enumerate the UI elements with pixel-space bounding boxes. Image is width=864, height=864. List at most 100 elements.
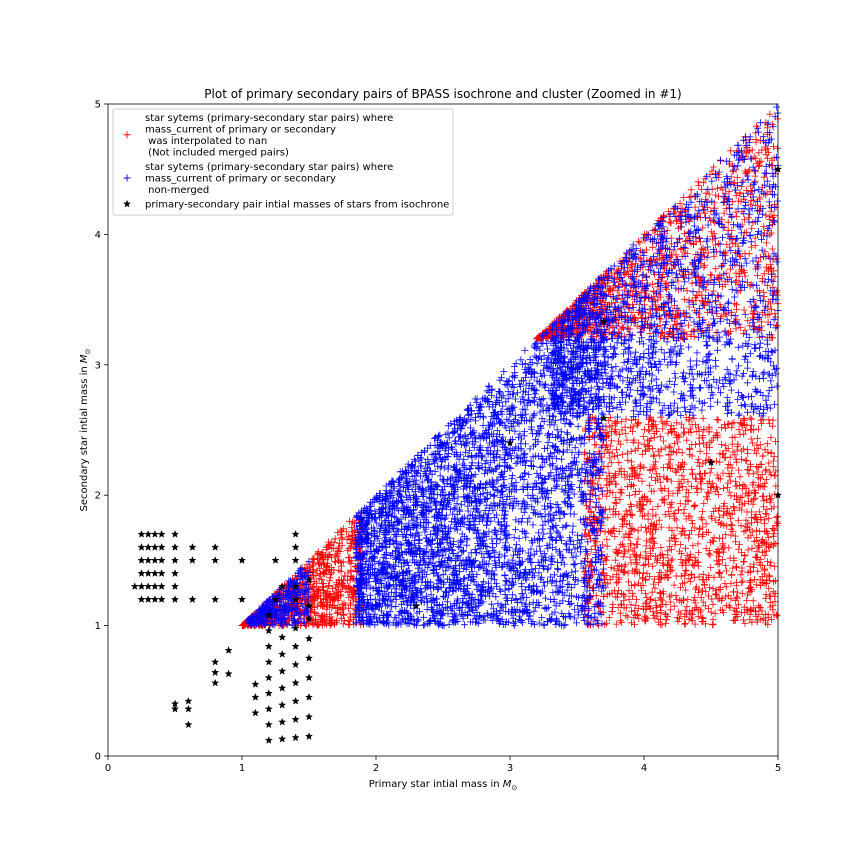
data-point (320, 569, 328, 577)
data-point (316, 554, 324, 562)
data-point (333, 609, 341, 617)
data-point (333, 581, 341, 589)
data-point (332, 551, 340, 559)
data-point (715, 240, 723, 248)
data-point (730, 317, 738, 325)
data-point (725, 188, 733, 196)
data-point (756, 254, 764, 261)
data-point (337, 591, 344, 599)
data-point (721, 198, 728, 206)
data-point (324, 593, 332, 601)
data-point (346, 617, 354, 625)
data-point (318, 612, 325, 620)
data-point (741, 216, 748, 224)
data-point (337, 526, 345, 534)
chart-title: Plot of primary secondary pairs of BPASS… (204, 87, 681, 101)
data-point (667, 218, 674, 226)
data-point (330, 590, 338, 598)
data-point (699, 224, 707, 232)
data-point (341, 572, 349, 580)
data-point (766, 310, 774, 318)
data-point (732, 325, 740, 333)
data-point (332, 594, 340, 602)
data-point (326, 574, 334, 582)
data-point (735, 281, 743, 289)
data-point (603, 268, 610, 276)
data-point (710, 229, 718, 237)
data-point (721, 250, 729, 258)
data-point (721, 311, 729, 319)
data-point (331, 535, 339, 543)
data-point (746, 282, 754, 290)
data-point (347, 573, 355, 581)
data-point (707, 228, 715, 236)
data-point (304, 565, 311, 572)
data-point (240, 621, 248, 629)
data-point (346, 576, 354, 584)
data-point (717, 184, 725, 192)
data-point (760, 173, 768, 181)
data-point (768, 229, 776, 237)
data-point (310, 556, 318, 564)
data-point (335, 543, 343, 551)
data-point (319, 613, 326, 621)
data-point (688, 279, 696, 287)
data-point (770, 143, 777, 150)
data-point (328, 604, 336, 611)
data-point (760, 270, 768, 278)
data-point (329, 596, 337, 604)
data-point (755, 149, 763, 157)
data-point (714, 273, 722, 281)
data-point (771, 309, 779, 317)
data-point (327, 613, 335, 621)
data-point (612, 299, 620, 306)
data-point (694, 178, 702, 186)
data-point (313, 602, 321, 610)
data-point (334, 547, 342, 555)
data-point (661, 265, 669, 273)
data-point (680, 295, 688, 303)
data-point (695, 288, 703, 296)
data-point (667, 219, 675, 227)
data-point (695, 181, 703, 189)
data-point (307, 608, 315, 616)
data-point (338, 535, 346, 543)
data-point (337, 568, 345, 576)
data-point (769, 256, 777, 264)
data-point (313, 567, 321, 574)
data-point (682, 237, 689, 245)
data-point (636, 294, 643, 302)
data-point (696, 314, 703, 321)
data-point (325, 618, 333, 626)
data-point (739, 177, 747, 185)
data-point (758, 146, 766, 154)
data-point (346, 553, 354, 561)
data-point (333, 553, 341, 561)
data-point (709, 287, 717, 295)
data-point (327, 619, 335, 627)
data-point (613, 270, 621, 278)
data-point (691, 203, 699, 211)
data-point (309, 555, 317, 563)
data-point (346, 599, 354, 607)
data-point (636, 247, 644, 255)
data-point (347, 601, 355, 609)
data-point (760, 293, 768, 301)
data-point (310, 609, 318, 616)
data-point (743, 278, 751, 286)
data-point (705, 190, 713, 198)
data-point (755, 258, 763, 266)
data-point (769, 283, 777, 291)
data-point (331, 557, 339, 565)
data-point (330, 621, 338, 628)
data-point (741, 326, 749, 334)
data-point (329, 585, 336, 593)
data-point (338, 528, 346, 536)
data-point (328, 569, 336, 577)
data-point (712, 191, 720, 199)
data-point (328, 553, 336, 561)
data-point (649, 243, 657, 251)
data-point (319, 584, 327, 591)
data-point (673, 217, 681, 225)
data-point (345, 532, 353, 540)
